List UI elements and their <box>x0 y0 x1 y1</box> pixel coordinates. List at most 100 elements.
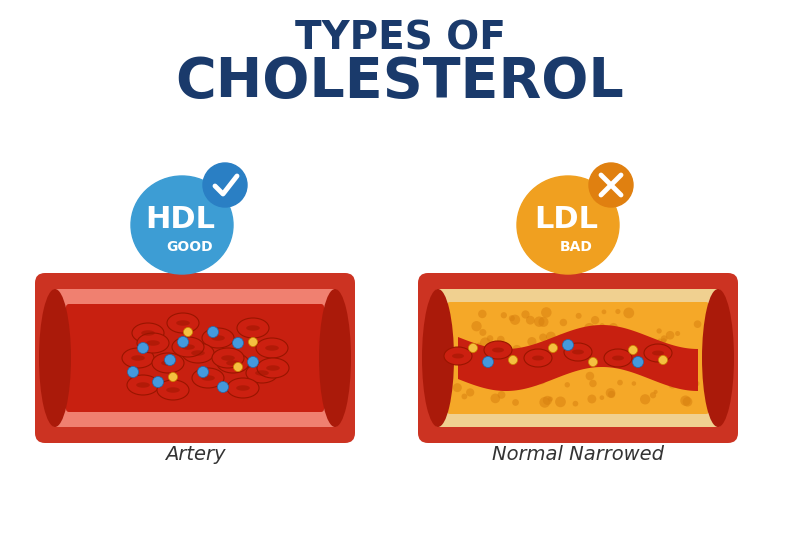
Circle shape <box>234 362 242 372</box>
Circle shape <box>680 395 690 406</box>
Ellipse shape <box>39 289 71 427</box>
Polygon shape <box>458 325 698 391</box>
Circle shape <box>560 319 567 326</box>
Ellipse shape <box>702 289 734 427</box>
Ellipse shape <box>217 353 249 373</box>
Ellipse shape <box>237 318 269 338</box>
Circle shape <box>608 391 615 398</box>
Circle shape <box>602 310 606 314</box>
Ellipse shape <box>212 348 244 368</box>
Circle shape <box>590 379 597 387</box>
Circle shape <box>479 329 486 336</box>
Circle shape <box>462 393 467 399</box>
Circle shape <box>549 343 558 352</box>
Circle shape <box>658 356 667 365</box>
FancyBboxPatch shape <box>51 289 339 427</box>
Ellipse shape <box>257 358 289 378</box>
Circle shape <box>247 357 258 367</box>
Circle shape <box>606 340 610 344</box>
Ellipse shape <box>146 340 160 346</box>
Circle shape <box>543 396 552 405</box>
Circle shape <box>629 345 638 354</box>
Circle shape <box>490 393 500 403</box>
Circle shape <box>469 343 478 352</box>
Circle shape <box>526 316 534 325</box>
Circle shape <box>488 384 493 389</box>
FancyBboxPatch shape <box>35 273 355 443</box>
Ellipse shape <box>167 313 199 333</box>
Circle shape <box>694 320 702 328</box>
Circle shape <box>582 349 586 353</box>
Ellipse shape <box>131 356 145 361</box>
Circle shape <box>599 323 605 328</box>
Ellipse shape <box>652 351 664 356</box>
Ellipse shape <box>191 350 205 356</box>
Circle shape <box>617 379 623 385</box>
Circle shape <box>207 327 218 337</box>
Ellipse shape <box>136 382 150 387</box>
Circle shape <box>546 332 556 342</box>
Ellipse shape <box>452 353 464 359</box>
Ellipse shape <box>644 344 672 362</box>
Circle shape <box>575 361 582 369</box>
Ellipse shape <box>131 176 233 274</box>
Ellipse shape <box>161 360 175 366</box>
Circle shape <box>576 313 582 319</box>
Circle shape <box>579 365 584 369</box>
Circle shape <box>509 315 515 321</box>
Circle shape <box>522 310 530 319</box>
Ellipse shape <box>524 349 552 367</box>
Circle shape <box>651 359 659 367</box>
Circle shape <box>675 331 680 336</box>
Circle shape <box>138 343 149 353</box>
Circle shape <box>589 358 598 367</box>
Circle shape <box>233 337 243 349</box>
Circle shape <box>508 375 514 381</box>
Ellipse shape <box>176 320 190 326</box>
Circle shape <box>462 362 470 371</box>
Circle shape <box>476 343 482 349</box>
Circle shape <box>471 321 482 332</box>
Circle shape <box>466 389 474 397</box>
Circle shape <box>599 395 604 400</box>
Text: TYPES OF: TYPES OF <box>294 19 506 57</box>
Circle shape <box>650 392 656 398</box>
FancyBboxPatch shape <box>434 289 722 427</box>
Circle shape <box>654 390 658 394</box>
Ellipse shape <box>604 349 632 367</box>
Circle shape <box>682 397 692 407</box>
Ellipse shape <box>255 370 269 376</box>
Ellipse shape <box>141 330 155 336</box>
Circle shape <box>657 338 662 344</box>
Circle shape <box>666 376 674 385</box>
Circle shape <box>640 394 650 405</box>
Circle shape <box>558 334 566 343</box>
Circle shape <box>538 317 549 327</box>
Circle shape <box>548 397 553 401</box>
Circle shape <box>668 380 677 389</box>
Ellipse shape <box>256 338 288 358</box>
Circle shape <box>633 357 643 367</box>
Circle shape <box>659 369 667 377</box>
Circle shape <box>669 366 678 375</box>
Circle shape <box>514 354 521 361</box>
Circle shape <box>453 383 462 392</box>
Ellipse shape <box>166 387 180 393</box>
Circle shape <box>527 337 537 346</box>
Circle shape <box>482 357 494 367</box>
Circle shape <box>183 327 193 336</box>
Ellipse shape <box>246 325 260 331</box>
Circle shape <box>608 359 613 364</box>
Circle shape <box>536 374 546 384</box>
Circle shape <box>614 336 622 344</box>
Circle shape <box>459 369 465 374</box>
Circle shape <box>169 373 178 382</box>
Ellipse shape <box>127 375 159 395</box>
Circle shape <box>178 336 189 348</box>
Ellipse shape <box>246 363 278 383</box>
Circle shape <box>497 336 505 343</box>
Ellipse shape <box>227 378 259 398</box>
Circle shape <box>501 376 506 382</box>
Text: HDL: HDL <box>145 205 215 233</box>
Ellipse shape <box>444 347 472 365</box>
